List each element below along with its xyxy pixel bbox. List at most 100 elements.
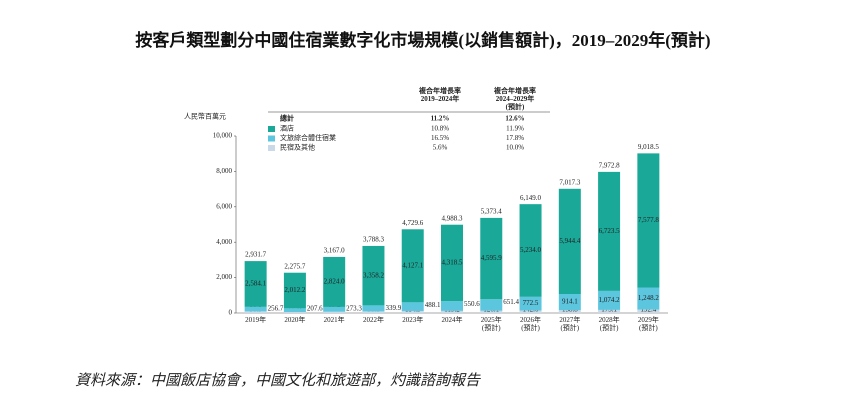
value-label: 3,358.2 bbox=[363, 271, 385, 279]
cagr-value: 16.5% bbox=[431, 134, 449, 142]
x-tick-label: 2022年 bbox=[362, 316, 384, 324]
value-label: 914.1 bbox=[562, 298, 578, 306]
value-label: 273.3 bbox=[346, 305, 362, 313]
value-label: 6,723.5 bbox=[599, 227, 621, 235]
x-tick-label: 2021年 bbox=[323, 316, 345, 324]
bar-segment bbox=[401, 310, 424, 313]
bar-segment bbox=[480, 217, 503, 300]
bar-segment bbox=[519, 296, 542, 311]
bar-segment bbox=[283, 312, 306, 313]
x-tick-label: 2019年 bbox=[245, 316, 267, 324]
table-header: 複合年增長率 2019–2024年 bbox=[419, 87, 461, 103]
bar-segment bbox=[558, 294, 581, 311]
value-label: 192.4 bbox=[640, 306, 656, 314]
bar-segment bbox=[362, 305, 385, 312]
y-tick-label: 6,000 bbox=[216, 202, 232, 210]
value-label: 4,127.1 bbox=[402, 261, 424, 269]
cagr-value: 17.8% bbox=[506, 134, 524, 142]
bar-segment bbox=[637, 287, 660, 310]
value-label: 550.6 bbox=[464, 300, 480, 308]
bar-segment bbox=[283, 272, 306, 309]
x-tick-label: 2024年 bbox=[441, 316, 463, 324]
cagr-value: 10.8% bbox=[431, 125, 449, 133]
total-label: 9,018.5 bbox=[638, 143, 660, 151]
value-label: 339.9 bbox=[385, 304, 401, 312]
x-tick-label: 2020年 bbox=[284, 316, 306, 324]
bar-segment bbox=[244, 311, 267, 313]
total-label: 6,149.0 bbox=[520, 194, 542, 202]
value-label: 4,318.5 bbox=[442, 259, 464, 267]
y-tick-label: 10,000 bbox=[213, 132, 233, 140]
bar-segment bbox=[480, 299, 503, 311]
value-label: 5,944.4 bbox=[559, 237, 581, 245]
y-axis-label: 人民幣百萬元 bbox=[184, 112, 226, 121]
total-label: 3,167.0 bbox=[324, 247, 346, 255]
value-label: 7,577.8 bbox=[638, 216, 660, 224]
value-label: 1,248.2 bbox=[638, 294, 660, 302]
bar-segment bbox=[598, 171, 621, 291]
x-tick-label: 2026年 (預計) bbox=[520, 316, 542, 332]
bar-segment bbox=[244, 261, 267, 307]
bar-segment bbox=[401, 302, 424, 311]
bar-segment bbox=[362, 245, 385, 306]
bar-segment bbox=[401, 229, 424, 303]
x-tick-label: 2029年 (預計) bbox=[637, 316, 659, 332]
value-label: 4,595.9 bbox=[481, 254, 503, 262]
bar-segment bbox=[441, 310, 463, 313]
total-label: 7,017.3 bbox=[559, 178, 581, 186]
bar-segment bbox=[598, 309, 621, 313]
total-label: 4,988.3 bbox=[442, 214, 464, 222]
bar-segment bbox=[441, 301, 463, 311]
legend-label: 總計 bbox=[280, 114, 294, 123]
legend-label: 文旅綜合體住宿業 bbox=[280, 133, 336, 142]
bar-segment bbox=[323, 256, 346, 307]
total-label: 3,788.3 bbox=[363, 236, 385, 244]
legend-swatch bbox=[268, 135, 275, 142]
bar-segment bbox=[480, 310, 503, 313]
legend-label: 酒店 bbox=[280, 124, 294, 133]
value-label: 2,012.2 bbox=[284, 286, 306, 294]
x-tick-label: 2023年 bbox=[402, 316, 424, 324]
legend-label: 民宿及其他 bbox=[280, 143, 315, 152]
cagr-value: 11.9% bbox=[506, 125, 524, 133]
cagr-value: 11.2% bbox=[431, 115, 450, 123]
y-tick-label: 2,000 bbox=[216, 273, 232, 281]
bar-segment bbox=[362, 311, 385, 313]
value-label: 256.7 bbox=[268, 305, 284, 313]
legend-swatch bbox=[268, 145, 275, 151]
bar-segment bbox=[323, 311, 346, 313]
value-label: 5,234.0 bbox=[520, 246, 542, 254]
value-label: 488.1 bbox=[425, 301, 441, 309]
y-tick-label: 4,000 bbox=[216, 238, 232, 246]
y-tick-label: 0 bbox=[229, 309, 233, 317]
value-label: 651.4 bbox=[503, 298, 519, 306]
bar-segment bbox=[519, 310, 542, 313]
value-label: 207.6 bbox=[307, 305, 323, 313]
value-label: 772.5 bbox=[523, 299, 539, 307]
bar-segment bbox=[598, 290, 621, 310]
table-header: 複合年增長率 2024–2029年 (預計) bbox=[494, 87, 536, 111]
value-label: 2,824.0 bbox=[324, 278, 346, 286]
legend-swatch bbox=[268, 126, 275, 132]
bar-segment bbox=[519, 204, 542, 297]
bar-segment bbox=[637, 153, 660, 288]
bar-segment bbox=[558, 310, 581, 313]
cagr-value: 12.6% bbox=[505, 115, 524, 123]
total-label: 2,931.7 bbox=[245, 251, 267, 259]
value-label: 1,074.2 bbox=[599, 296, 621, 304]
total-label: 7,972.8 bbox=[599, 161, 621, 169]
x-tick-label: 2027年 (預計) bbox=[559, 316, 581, 332]
total-label: 4,729.6 bbox=[402, 219, 424, 227]
source-note: 資料來源：中國飯店協會，中國文化和旅遊部，灼識諮詢報告 bbox=[75, 373, 481, 389]
cagr-value: 5.6% bbox=[433, 144, 448, 152]
value-label: 2,584.1 bbox=[245, 280, 267, 288]
chart-title: 按客戶類型劃分中國住宿業數字化市場規模(以銷售額計)，2019–2029年(預計… bbox=[135, 31, 711, 50]
bar-segment bbox=[323, 306, 346, 312]
total-label: 5,373.4 bbox=[481, 208, 503, 216]
x-tick-label: 2025年 (預計) bbox=[480, 316, 502, 332]
bar-segment bbox=[283, 308, 306, 313]
total-label: 2,275.7 bbox=[284, 262, 306, 270]
bar-segment bbox=[244, 306, 267, 312]
